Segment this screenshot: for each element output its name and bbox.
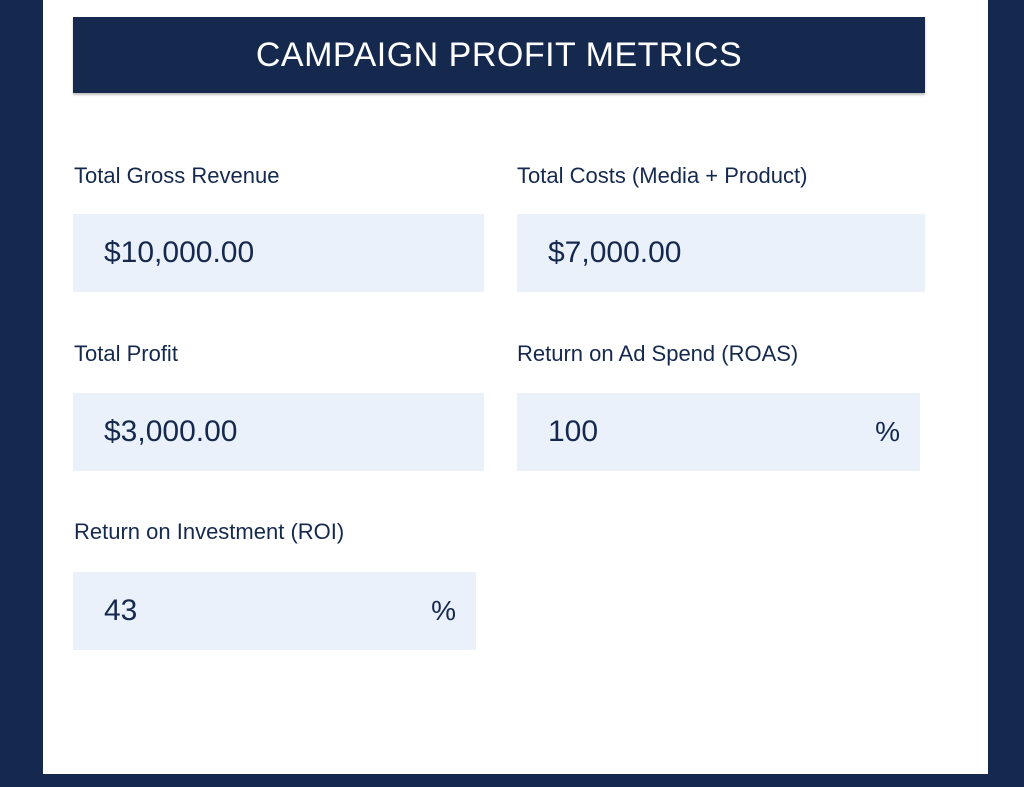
roi-label: Return on Investment (ROI): [74, 519, 345, 544]
gross-revenue-field[interactable]: $10,000.00: [73, 214, 484, 292]
roas-percent-unit: %: [875, 416, 900, 447]
gross-revenue-label: Total Gross Revenue: [74, 163, 280, 188]
roas-value: 100: [548, 415, 599, 448]
total-costs-field[interactable]: $7,000.00: [517, 214, 925, 292]
roas-label: Return on Ad Spend (ROAS): [517, 341, 799, 366]
roi-percent-unit: %: [431, 595, 456, 626]
metrics-panel: [43, 0, 988, 774]
total-costs-value: $7,000.00: [548, 236, 682, 269]
total-profit-field[interactable]: $3,000.00: [73, 393, 484, 471]
total-profit-label: Total Profit: [74, 341, 178, 366]
roi-field[interactable]: 43 %: [73, 572, 476, 650]
total-costs-label: Total Costs (Media + Product): [517, 163, 808, 188]
roi-value: 43: [104, 594, 138, 627]
roas-field[interactable]: 100 %: [517, 393, 920, 471]
page-title: CAMPAIGN PROFIT METRICS: [73, 17, 925, 93]
gross-revenue-value: $10,000.00: [104, 236, 255, 269]
total-profit-value: $3,000.00: [104, 415, 238, 448]
